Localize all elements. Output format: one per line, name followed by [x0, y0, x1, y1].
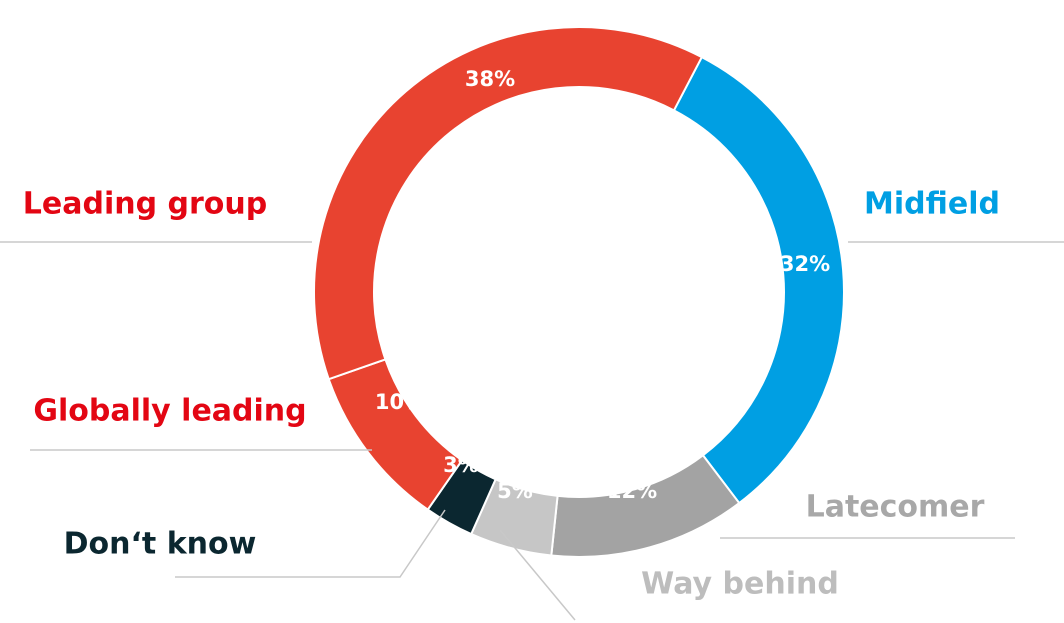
leader-line [175, 509, 446, 578]
category-label: Don‘t know [64, 527, 257, 562]
donut-segment [672, 55, 845, 505]
value-label: 32% [780, 252, 830, 276]
value-label: 38% [465, 67, 515, 91]
value-label: 12% [607, 479, 657, 503]
donut-segment [327, 358, 464, 511]
category-label: Globally leading [33, 394, 306, 429]
donut-segment [313, 26, 704, 381]
donut-segment [550, 453, 741, 558]
category-label: Leading group [23, 187, 267, 222]
category-label: Latecomer [806, 490, 985, 525]
leader-line [499, 529, 576, 621]
category-label: Midfield [864, 187, 1000, 222]
value-label: 5% [497, 479, 533, 503]
value-label: 10% [375, 390, 425, 414]
value-label: 3% [443, 453, 479, 477]
category-label: Way behind [641, 567, 839, 602]
